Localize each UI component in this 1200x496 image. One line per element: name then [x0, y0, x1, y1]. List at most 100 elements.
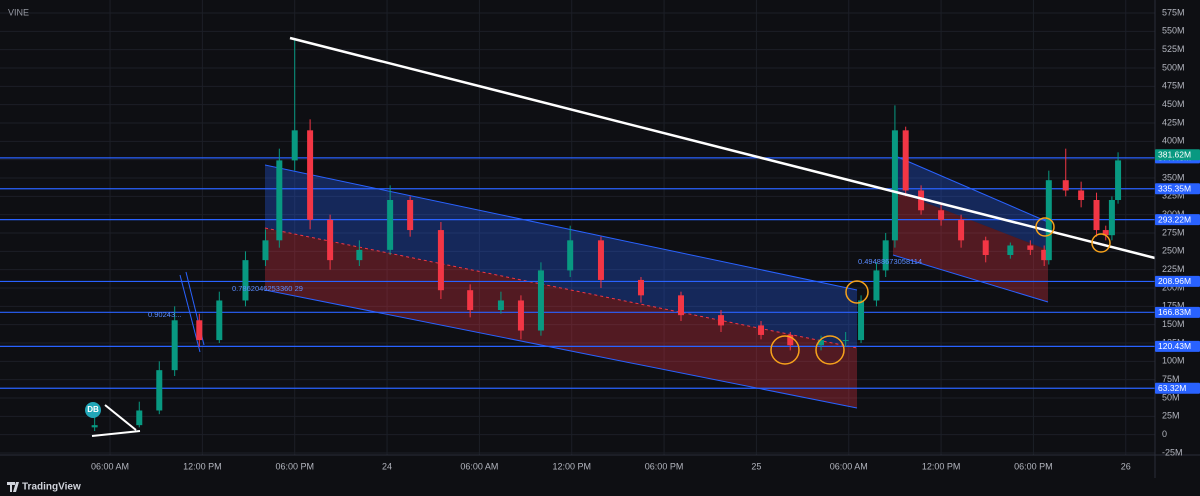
candle-body	[918, 190, 925, 211]
candle-body	[307, 130, 314, 220]
level-label-bg	[1155, 340, 1200, 352]
candle-body	[718, 315, 725, 326]
x-tick-label: 24	[382, 461, 392, 471]
level-label-bg	[1155, 149, 1200, 161]
candle-body	[637, 279, 644, 296]
symbol-title: VINE	[8, 7, 29, 17]
y-tick-label: 25M	[1162, 411, 1180, 421]
level-label-bg	[1155, 382, 1200, 394]
channel-lower	[893, 190, 1048, 302]
y-tick-label: 425M	[1162, 117, 1185, 127]
candle-body	[758, 325, 765, 335]
highlight-circle	[815, 335, 845, 365]
y-tick-label: 175M	[1162, 301, 1185, 311]
marker-label: DB	[87, 405, 99, 414]
x-tick-label: 06:00 AM	[91, 461, 129, 471]
candle-body	[1115, 160, 1122, 200]
candle-body	[902, 130, 909, 191]
x-tick-label: 06:00 AM	[460, 461, 498, 471]
marker-badge	[85, 402, 101, 418]
y-tick-label: 350M	[1162, 172, 1185, 182]
highlight-circle	[845, 280, 869, 304]
x-tick-label: 25	[751, 461, 761, 471]
candle-body	[356, 249, 363, 261]
candle-body	[196, 320, 203, 341]
x-tick-label: 06:00 PM	[275, 461, 314, 471]
y-tick-label: 500M	[1162, 62, 1185, 72]
level-label-bg	[1155, 306, 1200, 318]
y-tick-label: 0	[1162, 429, 1167, 439]
highlight-circle	[1035, 217, 1055, 237]
candles	[91, 40, 1122, 432]
y-tick-label: 575M	[1162, 7, 1185, 17]
level-label-bg	[1155, 275, 1200, 287]
y-tick-label: 450M	[1162, 99, 1185, 109]
x-tick-label: 06:00 PM	[645, 461, 684, 471]
y-tick-label: 75M	[1162, 374, 1180, 384]
level-label-bg	[1155, 183, 1200, 195]
footer-bg	[0, 478, 1200, 496]
level-label: 208.96M	[1158, 276, 1191, 286]
candle-body	[262, 240, 269, 261]
highlight-circle	[1091, 233, 1111, 253]
candle-body	[467, 290, 474, 311]
candle-body	[327, 219, 334, 261]
candle-body	[387, 199, 394, 250]
candle-body	[882, 240, 889, 271]
candle-body	[873, 270, 880, 301]
candle-body	[1108, 199, 1115, 236]
candle-body	[677, 295, 684, 316]
grid	[0, 0, 1155, 455]
candle-body	[891, 130, 898, 241]
level-label: 120.43M	[1158, 341, 1191, 351]
candle-body	[982, 240, 989, 256]
y-tick-label: 300M	[1162, 209, 1185, 219]
y-tick-label: 275M	[1162, 227, 1185, 237]
annotation: 0.7862046253360 29	[232, 284, 303, 293]
y-tick-label: 325M	[1162, 191, 1185, 201]
y-tick-label: 225M	[1162, 264, 1185, 274]
level-label: 63.32M	[1158, 383, 1186, 393]
x-tick-label: 06:00 AM	[830, 461, 868, 471]
candle-body	[567, 240, 574, 271]
candle-body	[818, 340, 825, 346]
candle-body	[938, 210, 945, 220]
y-tick-label: 550M	[1162, 26, 1185, 36]
annotation: 0.90243...	[148, 310, 181, 319]
axes: -25M025M50M75M100M125M150M175M200M225M25…	[91, 7, 1200, 471]
y-tick-label: 200M	[1162, 282, 1185, 292]
candle-body	[787, 334, 794, 346]
channel-upper	[893, 155, 1048, 250]
candle-body	[858, 300, 865, 341]
candle-body	[437, 230, 444, 291]
brand-logo	[7, 482, 19, 492]
trendline	[289, 36, 1156, 260]
y-tick-label: 475M	[1162, 81, 1185, 91]
highlight-circle	[770, 335, 800, 365]
candle-body	[1041, 249, 1048, 261]
channel-line	[892, 254, 1049, 303]
candle-body	[537, 270, 544, 331]
y-tick-label: 400M	[1162, 136, 1185, 146]
y-tick-label: 150M	[1162, 319, 1185, 329]
candle-body	[1027, 245, 1034, 250]
candle-body	[242, 260, 249, 301]
candle-body	[497, 300, 504, 311]
candle-body	[91, 425, 98, 428]
channel-lower	[265, 228, 857, 408]
y-tick-label: -25M	[1162, 447, 1183, 457]
channel-mid	[264, 227, 858, 349]
y-tick-label: 525M	[1162, 44, 1185, 54]
overlay-drawings: 0.7862046253360 29 0.90243... 0.49488673…	[85, 36, 1156, 437]
y-tick-label: 50M	[1162, 392, 1180, 402]
x-tick-label: 06:00 PM	[1014, 461, 1053, 471]
level-label: 293.22M	[1158, 214, 1191, 224]
candle-body	[171, 320, 178, 371]
candle-body	[597, 240, 604, 280]
candle-body	[517, 300, 524, 331]
candle-body	[136, 410, 143, 426]
candle-body	[1102, 230, 1109, 236]
x-tick-label: 12:00 PM	[183, 461, 222, 471]
candle-body	[958, 219, 965, 241]
